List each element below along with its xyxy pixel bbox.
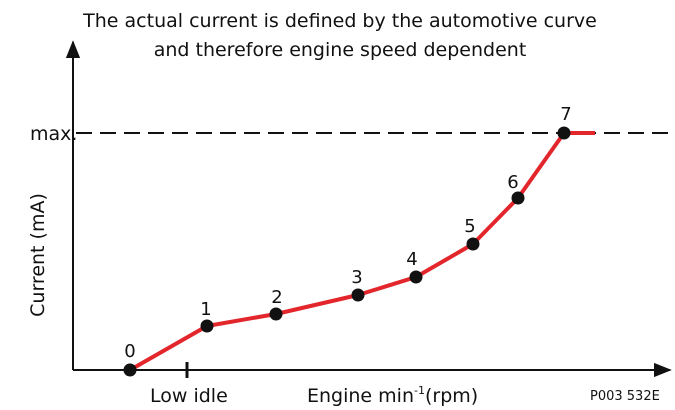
point-label: 6 bbox=[507, 172, 518, 193]
title-line: and therefore engine speed dependent bbox=[154, 39, 527, 61]
x-axis-label: Engine min-1(rpm) bbox=[307, 384, 478, 407]
x-axis-label-main: Engine min bbox=[307, 385, 414, 407]
point-label: 7 bbox=[560, 104, 571, 125]
curve-point bbox=[200, 319, 214, 333]
x-axis-label-sup: -1 bbox=[414, 384, 425, 397]
point-label: 4 bbox=[406, 249, 417, 270]
point-label: 3 bbox=[351, 267, 362, 288]
point-label: 2 bbox=[271, 287, 282, 308]
curve-point bbox=[511, 191, 525, 205]
curve-point bbox=[557, 126, 571, 140]
point-label: 5 bbox=[464, 216, 475, 237]
current-curve bbox=[129, 131, 595, 372]
curve-point bbox=[123, 363, 137, 377]
figure-code: P003 532E bbox=[590, 389, 660, 404]
max-label: max. bbox=[30, 123, 77, 145]
point-label: 1 bbox=[200, 299, 211, 320]
point-label: 0 bbox=[124, 341, 135, 362]
title-line: The actual current is defined by the aut… bbox=[82, 10, 597, 32]
curve-point bbox=[409, 270, 423, 284]
curve-points bbox=[123, 126, 571, 377]
curve-point bbox=[351, 288, 365, 302]
y-axis-label: Current (mA) bbox=[27, 193, 49, 317]
curve-point bbox=[466, 237, 480, 251]
x-axis-label-unit: (rpm) bbox=[425, 385, 478, 407]
curve-point bbox=[269, 307, 283, 321]
low-idle-label: Low idle bbox=[150, 385, 228, 407]
